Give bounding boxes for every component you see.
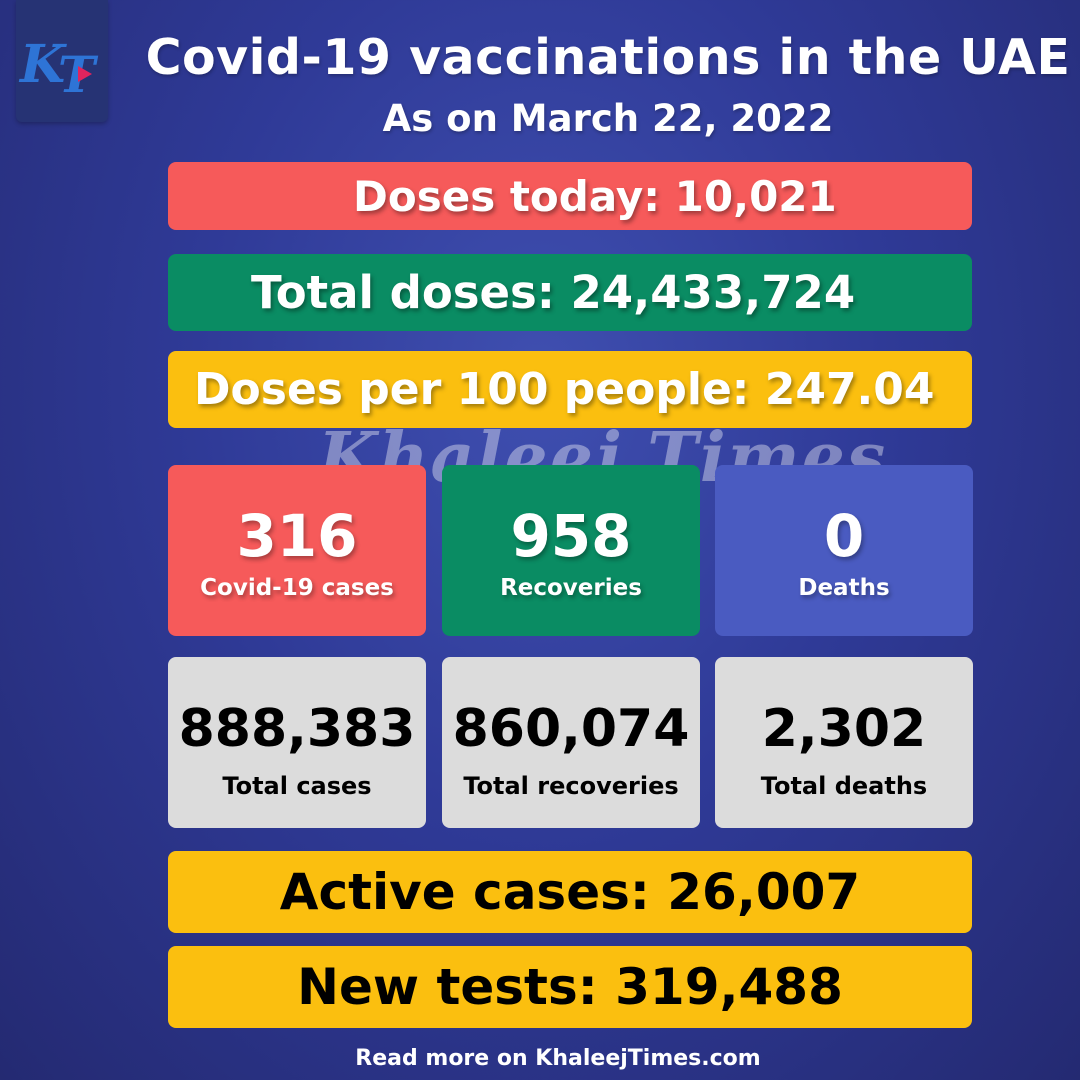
page-title: Covid-19 vaccinations in the UAE — [145, 29, 1071, 86]
daily-cases-card: 316 Covid-19 cases — [168, 465, 426, 636]
total-deaths-label: Total deaths — [760, 772, 928, 800]
total-recoveries-card: 860,074 Total recoveries — [442, 657, 700, 828]
daily-deaths-value: 0 — [823, 502, 865, 570]
daily-cases-label: Covid-19 cases — [200, 575, 394, 601]
total-cases-label: Total cases — [222, 772, 372, 800]
daily-deaths-card: 0 Deaths — [715, 465, 973, 636]
daily-recoveries-card: 958 Recoveries — [442, 465, 700, 636]
total-doses-text: Total doses: 24,433,724 — [251, 266, 856, 319]
daily-deaths-label: Deaths — [798, 575, 890, 601]
total-recoveries-value: 860,074 — [452, 699, 690, 759]
total-cases-value: 888,383 — [178, 699, 416, 759]
doses-per-100-bar: Doses per 100 people: 247.04 — [168, 351, 972, 428]
total-doses-bar: Total doses: 24,433,724 — [168, 254, 972, 331]
page-subtitle: As on March 22, 2022 — [382, 97, 834, 140]
active-cases-bar: Active cases: 26,007 — [168, 851, 972, 933]
total-deaths-card: 2,302 Total deaths — [715, 657, 973, 828]
new-tests-bar: New tests: 319,488 — [168, 946, 972, 1028]
total-cases-card: 888,383 Total cases — [168, 657, 426, 828]
daily-cases-value: 316 — [236, 502, 358, 570]
svg-text:K: K — [18, 34, 67, 95]
daily-recoveries-value: 958 — [510, 502, 632, 570]
total-deaths-value: 2,302 — [761, 699, 927, 759]
daily-recoveries-label: Recoveries — [500, 575, 642, 601]
footer-link[interactable]: Read more on KhaleejTimes.com — [355, 1046, 761, 1071]
new-tests-text: New tests: 319,488 — [297, 958, 843, 1016]
active-cases-text: Active cases: 26,007 — [279, 863, 861, 921]
doses-per-100-text: Doses per 100 people: 247.04 — [194, 364, 935, 415]
total-recoveries-label: Total recoveries — [463, 772, 679, 800]
doses-today-text: Doses today: 10,021 — [353, 171, 837, 221]
khaleej-times-logo-icon: K T — [16, 0, 108, 122]
doses-today-bar: Doses today: 10,021 — [168, 162, 972, 230]
